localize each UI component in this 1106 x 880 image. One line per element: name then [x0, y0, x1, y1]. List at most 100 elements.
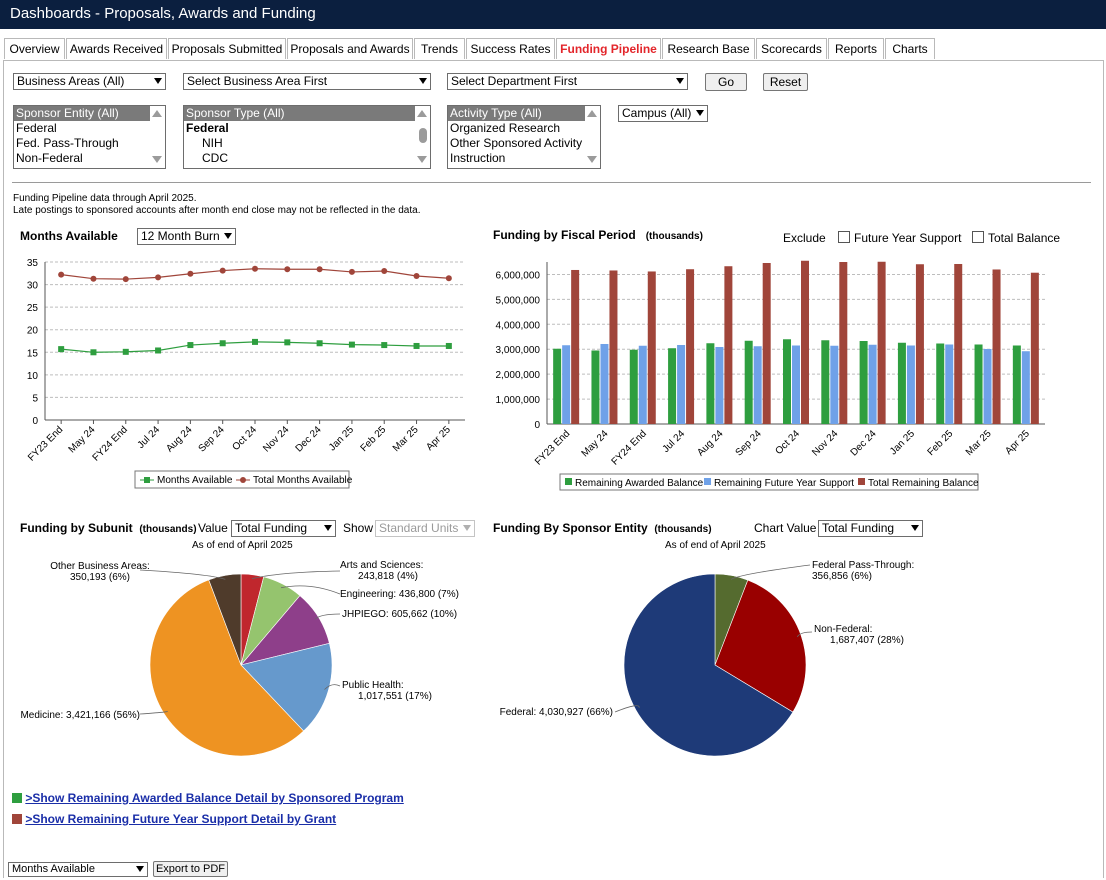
burn-select[interactable]: 12 Month Burn [137, 228, 236, 245]
pie-slice [149, 579, 305, 757]
show-units-select[interactable]: Standard Units [375, 520, 475, 537]
list-option[interactable]: Other Sponsored Activity [450, 136, 583, 150]
tab-proposals-and-awards[interactable]: Proposals and Awards [287, 38, 413, 59]
total-balance-checkbox[interactable]: Total Balance [972, 231, 1060, 245]
business-area-select[interactable]: Select Business Area First [183, 73, 431, 90]
list-option[interactable]: CDC [202, 151, 228, 165]
tab-reports[interactable]: Reports [828, 38, 884, 59]
list-option[interactable]: NIH [202, 136, 223, 150]
pie-slice [623, 573, 794, 757]
legend-swatch [565, 478, 572, 485]
sponsor-type-listbox[interactable]: Sponsor Type (All) Federal NIH CDC [183, 105, 431, 169]
scroll-up-icon[interactable] [587, 110, 597, 117]
bar [753, 346, 762, 424]
x-tick-label: Mar 25 [391, 424, 421, 454]
data-point [348, 268, 355, 275]
scroll-down-icon[interactable] [417, 156, 427, 163]
tab-research-base[interactable]: Research Base [662, 38, 755, 59]
x-tick-label: Apr 25 [424, 424, 453, 453]
pie-label: Federal: 4,030,927 (66%) [500, 707, 613, 718]
data-point [413, 342, 420, 349]
scrollbar[interactable] [415, 106, 430, 168]
reset-button[interactable]: Reset [763, 73, 808, 91]
tab-scorecards[interactable]: Scorecards [756, 38, 827, 59]
campus-value: Campus (All) [622, 106, 692, 120]
tab-awards-received[interactable]: Awards Received [66, 38, 167, 59]
subunit-value-select[interactable]: Total Funding [231, 520, 336, 537]
y-tick-label: 10 [27, 371, 39, 382]
data-point [187, 270, 194, 277]
sponsor-value-select[interactable]: Total Funding [818, 520, 923, 537]
tab-trends[interactable]: Trends [414, 38, 465, 59]
scrollbar[interactable] [150, 106, 165, 168]
list-option[interactable]: Non-Federal [16, 151, 83, 165]
list-option[interactable]: Federal [186, 121, 229, 135]
future-year-label: Future Year Support [854, 231, 962, 245]
future-year-checkbox[interactable]: Future Year Support [838, 231, 961, 245]
sponsor-entity-listbox[interactable]: Sponsor Entity (All) Federal Fed. Pass-T… [13, 105, 166, 169]
list-option[interactable]: Sponsor Type (All) [184, 106, 430, 121]
green-square-icon [12, 793, 22, 803]
checkbox-icon[interactable] [838, 231, 850, 243]
scroll-thumb[interactable] [419, 128, 427, 143]
x-tick-label: Sep 24 [734, 428, 764, 458]
scroll-down-icon[interactable] [587, 156, 597, 163]
legend-label: Total Months Available [253, 475, 353, 486]
bar [571, 269, 580, 424]
x-tick-label: Apr 25 [1003, 428, 1032, 457]
tab-funding-pipeline[interactable]: Funding Pipeline [556, 38, 661, 59]
go-button[interactable]: Go [705, 73, 747, 91]
bar [668, 348, 677, 424]
x-tick-label: May 24 [67, 424, 98, 455]
tab-overview[interactable]: Overview [4, 38, 65, 59]
app-title: Dashboards - Proposals, Awards and Fundi… [10, 5, 316, 22]
tab-success-rates[interactable]: Success Rates [466, 38, 555, 59]
x-tick-label: FY24 End [610, 428, 649, 467]
tab-proposals-submitted[interactable]: Proposals Submitted [168, 38, 286, 59]
show-units-value: Standard Units [379, 521, 459, 535]
chevron-down-icon [136, 866, 144, 872]
tab-charts[interactable]: Charts [885, 38, 935, 59]
x-tick-label: Jul 24 [136, 424, 163, 451]
data-point [284, 266, 291, 273]
export-pdf-button[interactable]: Export to PDF [153, 861, 228, 877]
business-areas-select[interactable]: Business Areas (All) [13, 73, 166, 90]
bar [629, 349, 638, 424]
x-tick-label: Oct 24 [231, 424, 260, 453]
list-option[interactable]: Federal [16, 121, 57, 135]
sponsor-as-of: As of end of April 2025 [665, 540, 766, 551]
y-tick-label: 3,000,000 [496, 345, 541, 356]
view-select-value: Months Available [12, 863, 95, 875]
chevron-down-icon [224, 233, 232, 239]
chevron-down-icon [154, 78, 162, 84]
x-tick-label: Jul 24 [661, 428, 688, 455]
list-option[interactable]: Instruction [450, 151, 506, 165]
scroll-up-icon[interactable] [417, 110, 427, 117]
scrollbar[interactable] [585, 106, 600, 168]
checkbox-icon[interactable] [972, 231, 984, 243]
pie-leader-line [730, 564, 811, 580]
show-label: Show [343, 521, 374, 535]
data-point [58, 271, 65, 278]
bar [600, 343, 609, 424]
list-option[interactable]: Activity Type (All) [448, 106, 600, 121]
legend-swatch [858, 478, 865, 485]
activity-type-listbox[interactable]: Activity Type (All) Organized Research O… [447, 105, 601, 169]
value-label: Value [198, 521, 228, 535]
pie-value-label: 356,856 (6%) [812, 571, 872, 582]
scroll-up-icon[interactable] [152, 110, 162, 117]
list-option[interactable]: Organized Research [450, 121, 561, 135]
chart-value-label: Chart Value [754, 521, 817, 535]
awarded-detail-link[interactable]: >Show Remaining Awarded Balance Detail b… [25, 791, 404, 805]
future-detail-link[interactable]: >Show Remaining Future Year Support Deta… [25, 812, 337, 826]
pie-value-label: 350,193 (6%) [70, 572, 130, 583]
list-option[interactable]: Fed. Pass-Through [16, 136, 119, 150]
scroll-down-icon[interactable] [152, 156, 162, 163]
campus-select[interactable]: Campus (All) [618, 105, 708, 122]
view-select[interactable]: Months Available [8, 862, 148, 877]
department-select[interactable]: Select Department First [447, 73, 688, 90]
fiscal-chart-heading: Funding by Fiscal Period (thousands) [493, 228, 703, 242]
list-option[interactable]: Sponsor Entity (All) [14, 106, 165, 121]
pie-value-label: 243,818 (4%) [358, 571, 418, 582]
x-tick-label: Feb 25 [359, 424, 389, 454]
